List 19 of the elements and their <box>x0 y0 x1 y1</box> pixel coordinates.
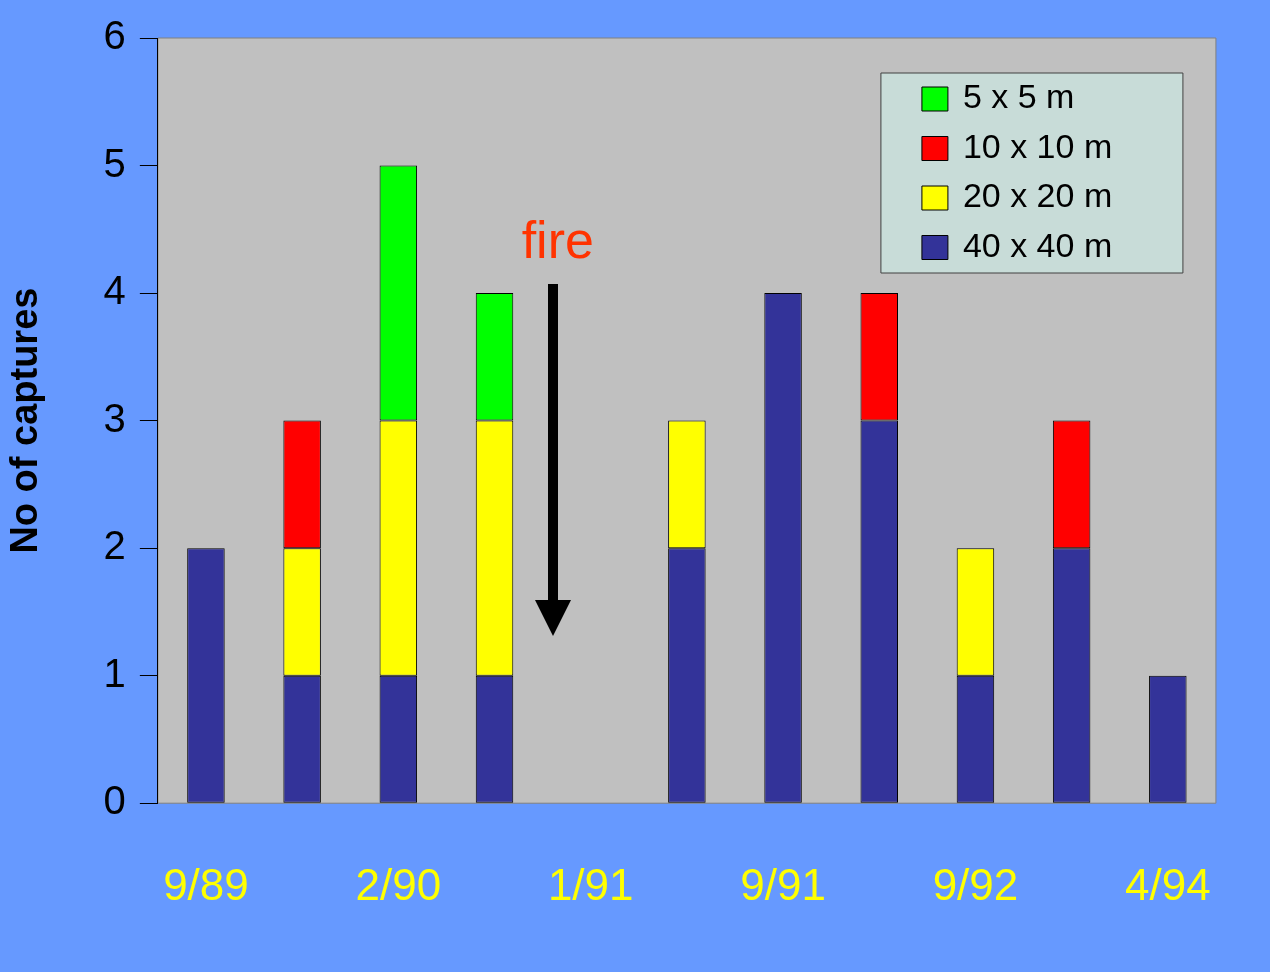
x-tick-label: 9/91 <box>740 859 826 909</box>
x-tick-label: 9/92 <box>932 859 1019 909</box>
x-tick-label: 2/90 <box>355 859 442 909</box>
legend-label: 10 x 10 m <box>962 126 1113 165</box>
legend-label: 20 x 20 m <box>962 176 1113 215</box>
y-tick-label: 2 <box>103 523 126 568</box>
legend-label: 40 x 40 m <box>962 225 1113 264</box>
y-tick-label: 6 <box>103 13 126 58</box>
legend-label: 5 x 5 m <box>962 77 1075 116</box>
annotation: fire <box>521 211 594 269</box>
y-tick-label: 3 <box>103 395 126 440</box>
y-axis-title: No of captures <box>3 287 46 554</box>
x-tick-label: 9/89 <box>163 859 249 909</box>
y-tick-label: 0 <box>103 778 126 823</box>
x-tick-label: 1/91 <box>547 859 634 909</box>
y-tick-label: 1 <box>103 650 126 695</box>
y-tick-label: 4 <box>103 268 126 313</box>
x-tick-label: 4/94 <box>1125 859 1211 909</box>
y-tick-label: 5 <box>103 140 126 185</box>
